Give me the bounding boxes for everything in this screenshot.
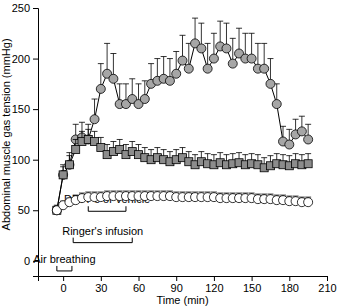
y-tick: 250 [12, 2, 38, 14]
marker [285, 140, 294, 149]
marker [304, 160, 312, 168]
series [52, 191, 312, 215]
y-tick-label: 100 [12, 154, 30, 166]
y-tick-label: 150 [12, 103, 30, 115]
series-line [57, 139, 308, 210]
x-tick-mark [289, 276, 290, 281]
y-tick: 100 [12, 154, 38, 166]
marker [222, 44, 231, 53]
series [52, 18, 312, 215]
marker [209, 54, 218, 63]
marker [266, 79, 275, 88]
x-tick: 60 [133, 276, 145, 294]
x-tick-mark [63, 276, 64, 281]
annotation-bracket [88, 206, 126, 211]
y-tick: 50 [18, 204, 38, 216]
annotation-text: Air breathing [33, 253, 95, 265]
x-tick-mark [101, 276, 102, 281]
marker [109, 74, 118, 83]
y-tick-mark [33, 210, 38, 211]
marker [272, 100, 281, 109]
y-tick-label: 200 [12, 53, 30, 65]
x-tick-label: 120 [205, 282, 223, 294]
chart: 0 30 60 90 120 150 180 210 0 50 100 150 200 250 DDFPe … [0, 0, 357, 307]
marker [65, 161, 73, 169]
y-tick-mark [33, 160, 38, 161]
marker [59, 171, 67, 179]
x-tick-mark [176, 276, 177, 281]
y-tick-label: 50 [18, 204, 30, 216]
marker [165, 76, 174, 85]
y-tick: 200 [12, 53, 38, 65]
plot: 0 30 60 90 120 150 180 210 0 50 100 150 200 250 DDFPe … [12, 2, 337, 294]
x-tick-label: 180 [281, 282, 299, 294]
marker [304, 135, 313, 144]
marker [228, 59, 237, 68]
annotations: DDFPe or vehicleRinger's infusionAir bre… [33, 193, 150, 271]
x-tick: 0 [61, 276, 67, 294]
x-tick: 90 [171, 276, 183, 294]
marker [96, 84, 105, 93]
y-tick-label: 0 [24, 255, 30, 267]
x-tick: 210 [318, 276, 336, 294]
marker [140, 95, 149, 104]
marker [72, 146, 80, 154]
annotation-bracket [73, 238, 132, 243]
marker [90, 115, 99, 124]
y-tick: 150 [12, 103, 38, 115]
x-tick: 150 [243, 276, 261, 294]
x-tick-label: 0 [61, 282, 67, 294]
y-tick-mark [33, 8, 38, 9]
marker [304, 198, 313, 207]
x-tick-mark [139, 276, 140, 281]
marker [65, 160, 74, 169]
x-tick: 180 [281, 276, 299, 294]
annotation-bracket [57, 266, 72, 271]
annotation-text: Ringer's infusion [62, 225, 143, 237]
marker [203, 64, 212, 73]
x-tick-label: 30 [95, 282, 107, 294]
y-axis-line [33, 9, 39, 277]
x-tick-mark [252, 276, 253, 281]
y-tick-mark [33, 59, 38, 60]
x-axis: 0 30 60 90 120 150 180 210 [39, 276, 337, 294]
marker [59, 170, 68, 179]
series-line [57, 43, 308, 210]
y-tick-mark [33, 109, 38, 110]
x-tick-label: 150 [243, 282, 261, 294]
marker [297, 127, 306, 136]
x-tick-mark [327, 276, 328, 281]
x-tick-label: 90 [171, 282, 183, 294]
marker [260, 64, 269, 73]
data [52, 18, 312, 215]
marker [172, 69, 181, 78]
x-tick: 120 [205, 276, 223, 294]
x-axis-line [39, 277, 328, 282]
marker [197, 44, 206, 53]
y-axis: 0 50 100 150 200 250 [12, 2, 39, 276]
series [53, 129, 312, 214]
x-axis-title: Time (min) [156, 294, 208, 306]
y-axis-title: Abdominal muscle gas tension (mmHg) [0, 38, 12, 230]
x-tick: 30 [95, 276, 107, 294]
marker [178, 56, 187, 65]
x-tick-label: 210 [318, 282, 336, 294]
x-tick-label: 60 [133, 282, 145, 294]
x-tick-mark [214, 276, 215, 281]
y-tick-label: 250 [12, 2, 30, 14]
marker [184, 64, 193, 73]
marker [247, 54, 256, 63]
